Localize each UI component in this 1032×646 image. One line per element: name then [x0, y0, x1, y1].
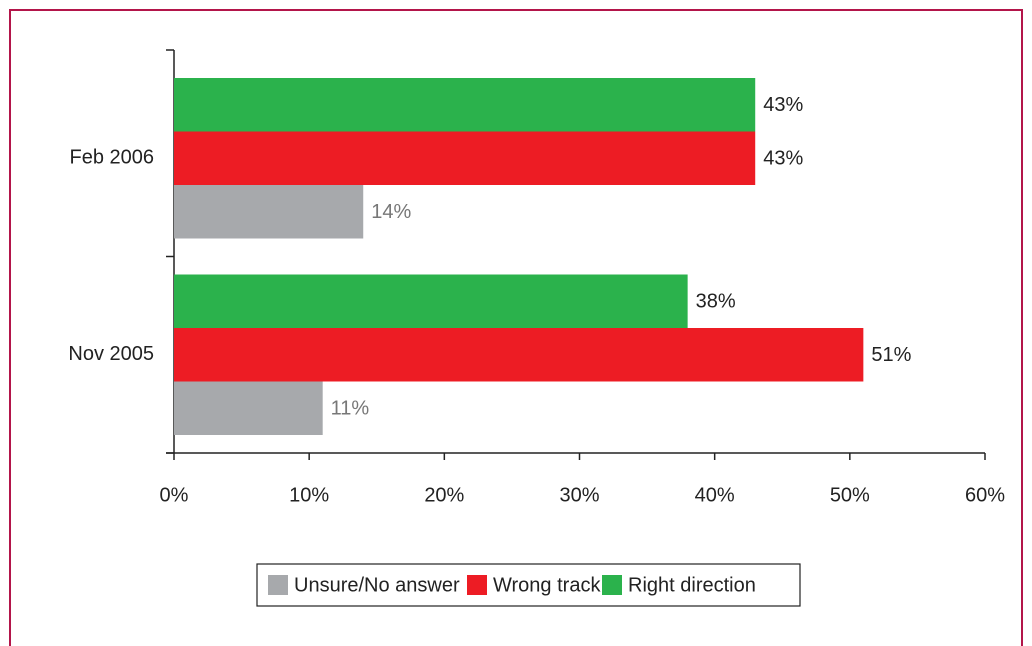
x-tick-label: 30%: [559, 484, 599, 506]
x-tick-label: 40%: [695, 484, 735, 506]
legend-swatch: [602, 575, 622, 595]
data-label: 11%: [331, 398, 370, 420]
x-tick-label: 10%: [289, 484, 329, 506]
bar: [174, 131, 756, 185]
y-tick-label: Feb 2006: [69, 147, 154, 169]
bar: [174, 78, 756, 132]
x-tick-label: 60%: [965, 484, 1005, 506]
x-tick-label: 50%: [830, 484, 870, 506]
data-label: 43%: [763, 94, 803, 116]
bar: [174, 274, 688, 328]
legend-swatch: [268, 575, 288, 595]
data-label: 51%: [871, 344, 911, 366]
bar: [174, 381, 323, 435]
legend-label: Unsure/No answer: [294, 574, 460, 596]
data-label: 38%: [696, 291, 736, 313]
bar: [174, 328, 864, 382]
data-label: 14%: [371, 201, 411, 223]
legend-label: Right direction: [628, 574, 756, 596]
legend-box: [256, 563, 801, 607]
y-tick-label: Nov 2005: [68, 343, 154, 365]
x-tick-label: 0%: [160, 484, 189, 506]
frame: [9, 9, 1023, 646]
legend-swatch: [467, 575, 487, 595]
legend-label: Wrong track: [493, 574, 601, 596]
data-label: 43%: [763, 148, 803, 170]
bar: [174, 185, 364, 239]
x-tick-label: 20%: [424, 484, 464, 506]
